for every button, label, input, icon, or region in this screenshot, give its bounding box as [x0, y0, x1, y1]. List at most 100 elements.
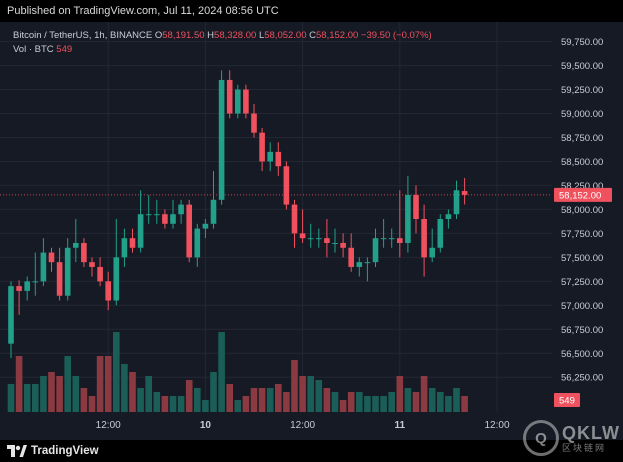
- candle-body: [113, 257, 120, 301]
- candle-body: [194, 228, 201, 258]
- volume-bar: [234, 400, 242, 412]
- high-value: 58,328.00: [214, 30, 257, 41]
- candle-body: [429, 247, 435, 258]
- candle-body: [129, 238, 136, 248]
- candle-body: [421, 219, 427, 258]
- y-tick-label: 58,500.00: [561, 157, 603, 168]
- volume-bar: [104, 356, 112, 412]
- volume-bar: [412, 392, 420, 412]
- volume-bar: [339, 400, 347, 412]
- volume-bar: [380, 396, 387, 412]
- volume-bar: [194, 388, 201, 412]
- y-tick-label: 59,750.00: [561, 37, 603, 48]
- volume-value: 549: [56, 44, 73, 55]
- candle-body: [397, 238, 403, 243]
- volume-bar: [258, 388, 266, 412]
- volume-bar: [356, 392, 363, 412]
- volume-bar: [307, 376, 314, 412]
- volume-bar: [372, 396, 379, 412]
- candle-body: [64, 247, 71, 296]
- x-tick-label: 12:00: [290, 420, 315, 431]
- volume-bar: [299, 376, 306, 412]
- candle-body: [380, 238, 387, 240]
- candle-body: [324, 238, 330, 243]
- low-value: 58,052.00: [264, 30, 307, 41]
- open-value: 58,191.50: [162, 30, 205, 41]
- y-tick-label: 59,500.00: [561, 61, 603, 72]
- y-tick-label: 57,000.00: [561, 301, 603, 312]
- candle-body: [251, 113, 257, 133]
- volume-bar: [315, 380, 323, 412]
- volume-bar: [331, 392, 339, 412]
- candle-body: [32, 281, 39, 283]
- candle-body: [137, 214, 144, 248]
- candle-body: [154, 214, 160, 216]
- close-label: C: [309, 30, 317, 41]
- volume-bar: [364, 396, 371, 412]
- volume-bar: [113, 332, 120, 412]
- candle-body: [56, 262, 63, 296]
- volume-bar: [56, 376, 63, 412]
- last-price-badge: [554, 187, 612, 202]
- candle-body: [461, 191, 468, 195]
- published-text: Published on TradingView.com, Jul 11, 20…: [7, 5, 279, 17]
- low-label: L: [258, 30, 265, 41]
- candle-body: [202, 223, 209, 229]
- volume-bar: [137, 388, 144, 412]
- volume-bar: [202, 400, 209, 412]
- volume-bar: [226, 384, 233, 412]
- y-tick-label: 56,250.00: [561, 373, 603, 384]
- chart-legend: Bitcoin / TetherUS, 1h, BINANCE O58,191.…: [13, 29, 432, 57]
- candle-body: [145, 214, 152, 216]
- volume-bar: [437, 392, 444, 412]
- volume-bar: [453, 388, 460, 412]
- candle-body: [48, 252, 55, 263]
- volume-bar: [169, 396, 177, 412]
- price-chart[interactable]: 59,750.00 59,500.00 59,250.00 59,000.00 58,7…: [0, 22, 623, 440]
- y-tick-label: 57,500.00: [561, 253, 603, 264]
- y-tick-label: 57,250.00: [561, 277, 603, 288]
- volume-bar: [291, 360, 298, 412]
- volume-bar: [145, 376, 152, 412]
- tradingview-brand: TradingView: [31, 445, 99, 457]
- candle-body: [291, 204, 298, 234]
- y-tick-label: 59,250.00: [561, 85, 603, 96]
- y-tick-label: 58,000.00: [561, 205, 603, 216]
- watermark-subtitle: 区块链网: [562, 442, 607, 453]
- volume-bar: [23, 384, 31, 412]
- volume-bar: [177, 396, 185, 412]
- volume-bar: [161, 396, 169, 412]
- high-label: H: [207, 30, 215, 41]
- volume-label: Vol · BTC: [13, 44, 54, 55]
- volume-bar: [396, 376, 404, 412]
- candle-body: [388, 238, 395, 240]
- legend-volume-row: Vol · BTC 549: [13, 43, 432, 57]
- chart-area[interactable]: [0, 22, 623, 440]
- candle-body: [235, 89, 241, 114]
- candle-body: [178, 204, 184, 215]
- volume-bar: [210, 372, 217, 412]
- volume-bar: [323, 388, 331, 412]
- y-tick-label: 56,750.00: [561, 325, 603, 336]
- volume-bar: [121, 364, 128, 412]
- change-value: −39.50 (−0.07%): [360, 30, 432, 41]
- volume-bar: [64, 356, 71, 412]
- volume-bar: [32, 384, 39, 412]
- candle-body: [340, 242, 346, 248]
- watermark-letters: QKLW: [562, 422, 620, 443]
- volume-bar: [129, 372, 136, 412]
- watermark-logo-icon: Q: [523, 420, 559, 456]
- top-bar: Published on TradingView.com, Jul 11, 20…: [0, 0, 623, 22]
- volume-bar: [72, 376, 80, 412]
- tradingview-logo-icon: [7, 445, 27, 457]
- legend-symbol: Bitcoin / TetherUS, 1h, BINANCE: [13, 30, 153, 41]
- open-label: O: [154, 30, 163, 41]
- candle-body: [267, 151, 273, 162]
- tradingview-logo[interactable]: TradingView: [7, 443, 99, 459]
- candle-body: [332, 242, 338, 244]
- candle-body: [348, 247, 354, 267]
- candle-body: [218, 79, 225, 200]
- candle-body: [413, 195, 419, 219]
- candle-body: [283, 166, 290, 205]
- last-volume-badge: [554, 393, 580, 407]
